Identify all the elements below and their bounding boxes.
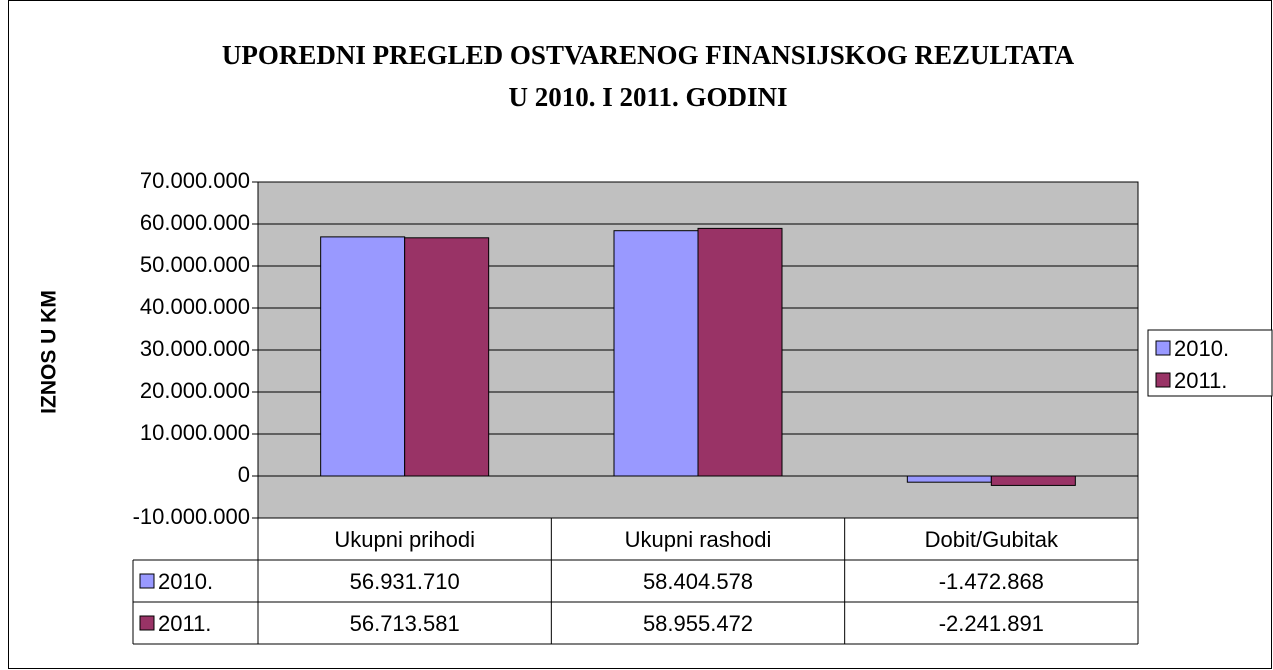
y-axis-label: IZNOS U KM (38, 290, 61, 414)
table-row-label: 2010. (158, 569, 213, 594)
legend-key (139, 573, 155, 589)
table-cell: 56.713.581 (350, 611, 460, 636)
legend-label: 2011. (1174, 368, 1227, 393)
table-cell: 58.404.578 (643, 569, 753, 594)
x-tick-label: Ukupni rashodi (625, 527, 772, 552)
legend-key (1155, 340, 1171, 356)
y-tick-label: 40.000.000 (140, 294, 250, 319)
bar (404, 237, 490, 477)
bar (613, 230, 699, 477)
x-tick-label: Dobit/Gubitak (925, 527, 1059, 552)
y-tick-label: 60.000.000 (140, 210, 250, 235)
legend-key (139, 615, 155, 631)
chart-title: U 2010. I 2011. GODINI (508, 82, 787, 112)
y-tick-label: 50.000.000 (140, 252, 250, 277)
bar (320, 236, 406, 477)
y-tick-label: 30.000.000 (140, 336, 250, 361)
table-cell: 58.955.472 (643, 611, 753, 636)
y-tick-label: 20.000.000 (140, 378, 250, 403)
x-tick-label: Ukupni prihodi (334, 527, 475, 552)
bar (990, 475, 1076, 486)
table-cell: -2.241.891 (939, 611, 1044, 636)
bar (906, 475, 992, 483)
legend-key (1155, 372, 1171, 388)
table-cell: 56.931.710 (350, 569, 460, 594)
y-tick-label: -10.000.000 (133, 504, 250, 529)
y-tick-label: 0 (238, 462, 250, 487)
bar (697, 227, 783, 477)
chart-title: UPOREDNI PREGLED OSTVARENOG FINANSIJSKOG… (222, 40, 1075, 70)
y-tick-label: 10.000.000 (140, 420, 250, 445)
table-row-label: 2011. (158, 611, 211, 636)
legend-label: 2010. (1174, 336, 1229, 361)
y-tick-label: 70.000.000 (140, 168, 250, 193)
table-cell: -1.472.868 (939, 569, 1044, 594)
